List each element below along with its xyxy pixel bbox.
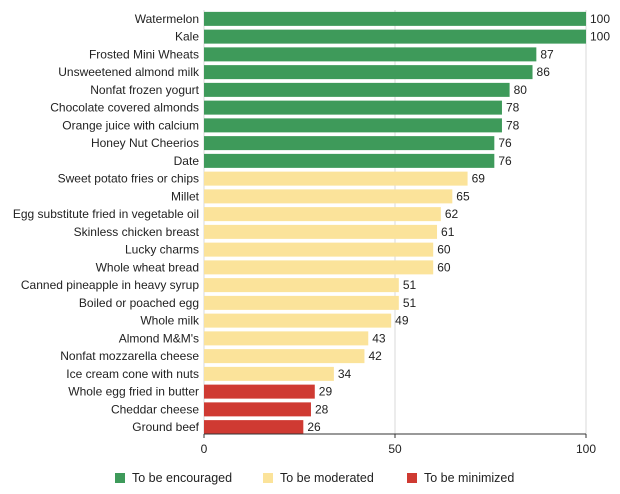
bar-1 [204,11,586,26]
category-label: Almond M&M's [119,331,199,345]
bar-14 [204,242,434,257]
value-label: 78 [506,101,520,115]
bars [204,11,586,435]
x-tick-label: 0 [201,442,208,456]
value-label: 51 [403,278,417,292]
value-label: 51 [403,296,417,310]
bar-5 [204,82,510,97]
bar-12 [204,207,441,222]
bar-18 [204,313,392,328]
legend-swatch [407,473,417,483]
legend-item-minimized: To be minimized [407,471,514,485]
bar-11 [204,189,453,204]
category-label: Date [174,154,200,168]
category-label: Nonfat frozen yogurt [90,83,199,97]
bar-15 [204,260,434,275]
bar-9 [204,153,495,168]
legend-swatch [263,473,273,483]
category-label: Kale [175,30,199,44]
bar-16 [204,278,399,293]
value-label: 62 [445,207,459,221]
value-label: 80 [514,83,528,97]
category-label: Ice cream cone with nuts [66,367,199,381]
category-label: Chocolate covered almonds [50,101,199,115]
x-tick-label: 100 [576,442,596,456]
bar-24 [204,420,304,435]
bar-6 [204,100,502,115]
value-label: 78 [506,118,520,132]
value-label: 60 [437,260,451,274]
category-label: Boiled or poached egg [79,296,199,310]
value-label: 100 [590,30,610,44]
value-label: 69 [472,172,486,186]
category-label: Whole egg fried in butter [68,385,199,399]
legend-item-moderated: To be moderated [263,471,374,485]
category-label: Nonfat mozzarella cheese [60,349,199,363]
category-label: Canned pineapple in heavy syrup [21,278,199,292]
bar-20 [204,349,365,364]
category-label: Sweet potato fries or chips [58,172,199,186]
category-label: Cheddar cheese [111,402,199,416]
legend: To be encouraged To be moderated To be min… [115,471,514,485]
value-label: 76 [498,154,512,168]
value-label: 76 [498,136,512,150]
value-label: 34 [338,367,352,381]
bar-13 [204,224,438,239]
category-label: Millet [171,189,200,203]
value-label: 60 [437,243,451,257]
category-label: Whole wheat bread [96,260,199,274]
legend-label: To be moderated [280,471,374,485]
bar-3 [204,47,537,62]
value-label: 61 [441,225,455,239]
category-label: Whole milk [140,314,200,328]
value-label: 43 [372,331,386,345]
bar-8 [204,136,495,151]
category-labels: Watermelon Kale Frosted Mini Wheats Unsweet… [13,12,200,434]
category-label: Honey Nut Cheerios [91,136,199,150]
legend-item-encouraged: To be encouraged [115,471,232,485]
legend-label: To be encouraged [132,471,232,485]
bar-22 [204,384,315,399]
grid [203,10,587,434]
legend-label: To be minimized [424,471,514,485]
category-label: Egg substitute fried in vegetable oil [13,207,199,221]
value-label: 87 [540,47,554,61]
bar-7 [204,118,502,133]
value-label: 86 [537,65,551,79]
x-tick-label: 50 [388,442,402,456]
bar-2 [204,29,586,44]
value-label: 100 [590,12,610,26]
value-label: 49 [395,314,409,328]
category-label: Watermelon [135,12,199,26]
bar-21 [204,366,334,381]
value-label: 26 [307,420,321,434]
bar-19 [204,331,369,346]
bar-23 [204,402,311,417]
category-label: Frosted Mini Wheats [89,47,199,61]
value-label: 42 [368,349,382,363]
value-label: 28 [315,402,329,416]
category-label: Lucky charms [125,243,199,257]
category-label: Unsweetened almond milk [58,65,200,79]
bar-4 [204,65,533,80]
category-label: Orange juice with calcium [62,118,199,132]
x-axis: 0 50 100 [201,433,596,456]
value-label: 29 [319,385,333,399]
bar-10 [204,171,468,186]
legend-swatch [115,473,125,483]
category-label: Skinless chicken breast [74,225,200,239]
bar-17 [204,295,399,310]
category-label: Ground beef [132,420,199,434]
value-label: 65 [456,189,470,203]
